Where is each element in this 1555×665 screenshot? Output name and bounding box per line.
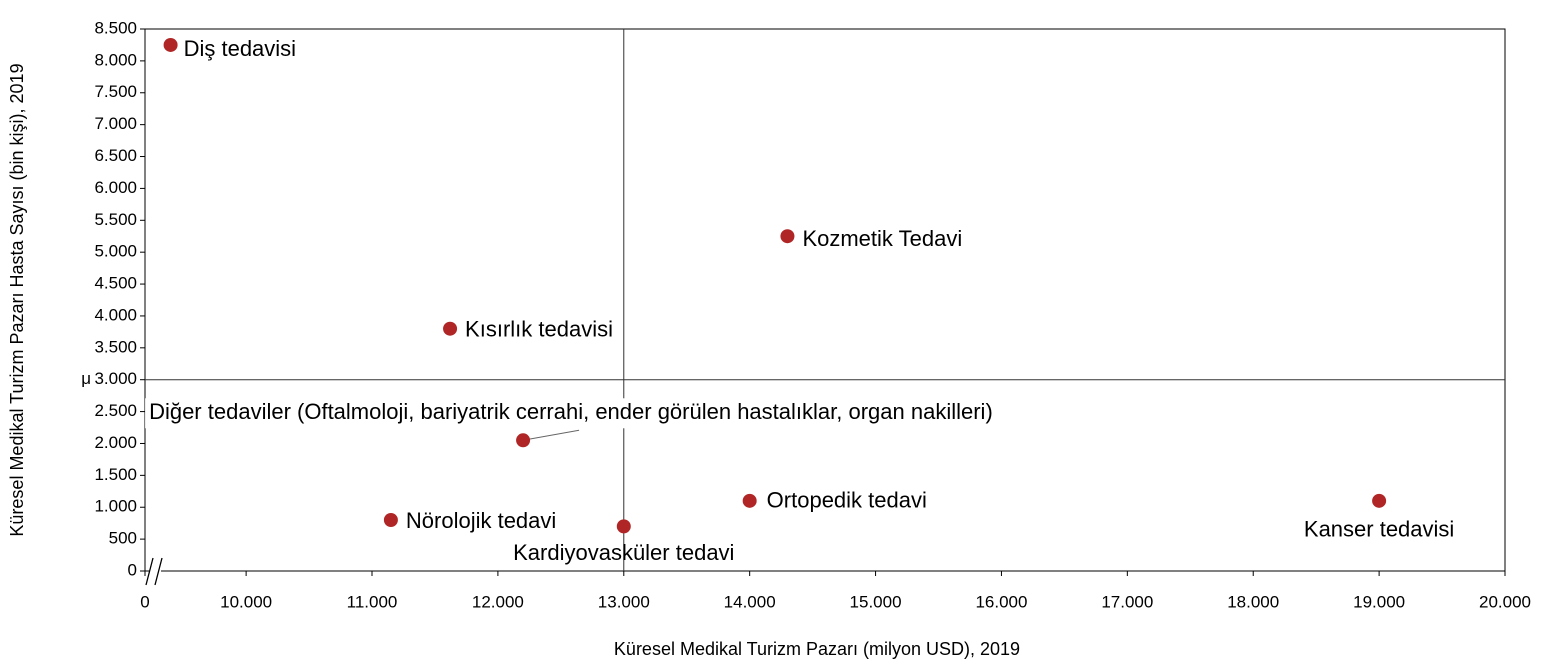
y-tick-label: 1.500 (94, 465, 137, 484)
y-tick-label: 4.500 (94, 274, 137, 293)
point-label: Kısırlık tedavisi (465, 317, 613, 342)
point (383, 512, 398, 527)
point-label: Nörolojik tedavi (406, 508, 556, 533)
point (780, 229, 795, 244)
point (516, 433, 531, 448)
y-tick-label: 6.500 (94, 146, 137, 165)
point-label: Diş tedavisi (184, 36, 296, 61)
y-tick-label: 3.000 (94, 369, 137, 388)
x-tick-label: 13.000 (598, 592, 650, 611)
x-tick-label: 14.000 (724, 592, 776, 611)
mean-label: μ (81, 369, 91, 388)
point (1372, 493, 1387, 508)
x-tick-label: 0 (140, 592, 149, 611)
point (163, 37, 178, 52)
point-label: Kozmetik Tedavi (802, 226, 962, 251)
x-tick-label: 12.000 (472, 592, 524, 611)
plot: 0 500 1.000 1.500 2.000 2.500 3.000 3.500 4.000 4… (81, 18, 1531, 611)
y-tick-label: 1.000 (94, 497, 137, 516)
point-label: Kanser tedavisi (1304, 517, 1454, 542)
y-tick-label: 8.000 (94, 50, 137, 69)
point-label: Ortopedik tedavi (767, 488, 927, 513)
x-axis-label: Küresel Medikal Turizm Pazarı (milyon US… (614, 639, 1020, 659)
y-tick-label: 5.000 (94, 242, 137, 261)
y-tick-label: 500 (109, 529, 137, 548)
y-tick-label: 2.000 (94, 433, 137, 452)
x-tick-label: 16.000 (975, 592, 1027, 611)
y-tick-label: 6.000 (94, 178, 137, 197)
x-tick-label: 18.000 (1227, 592, 1279, 611)
label-background (145, 398, 1176, 429)
leader-line (522, 429, 580, 441)
x-tick-label: 10.000 (220, 592, 272, 611)
point (443, 321, 458, 336)
y-tick-label: 7.000 (94, 114, 137, 133)
point-label: Diğer tedaviler (Oftalmoloji, bariyatrik… (149, 399, 993, 424)
x-tick-label: 19.000 (1353, 592, 1405, 611)
y-tick-label: 2.500 (94, 401, 137, 420)
y-tick-label: 4.000 (94, 305, 137, 324)
plot-frame (144, 28, 1506, 572)
y-tick-label: 0 (128, 560, 137, 579)
y-tick-label: 8.500 (94, 18, 137, 37)
y-axis-label: Küresel Medikal Turizm Pazarı Hasta Sayı… (7, 63, 27, 536)
y-tick-label: 3.500 (94, 337, 137, 356)
point (616, 519, 631, 534)
x-tick-label: 20.000 (1479, 592, 1531, 611)
x-tick-label: 17.000 (1101, 592, 1153, 611)
y-tick-label: 7.500 (94, 82, 137, 101)
point-label: Kardiyovasküler tedavi (513, 540, 734, 565)
axis-break (145, 557, 163, 586)
x-tick-label: 15.000 (850, 592, 902, 611)
x-tick-label: 11.000 (347, 592, 398, 611)
y-tick-label: 5.500 (94, 210, 137, 229)
point (742, 493, 757, 508)
